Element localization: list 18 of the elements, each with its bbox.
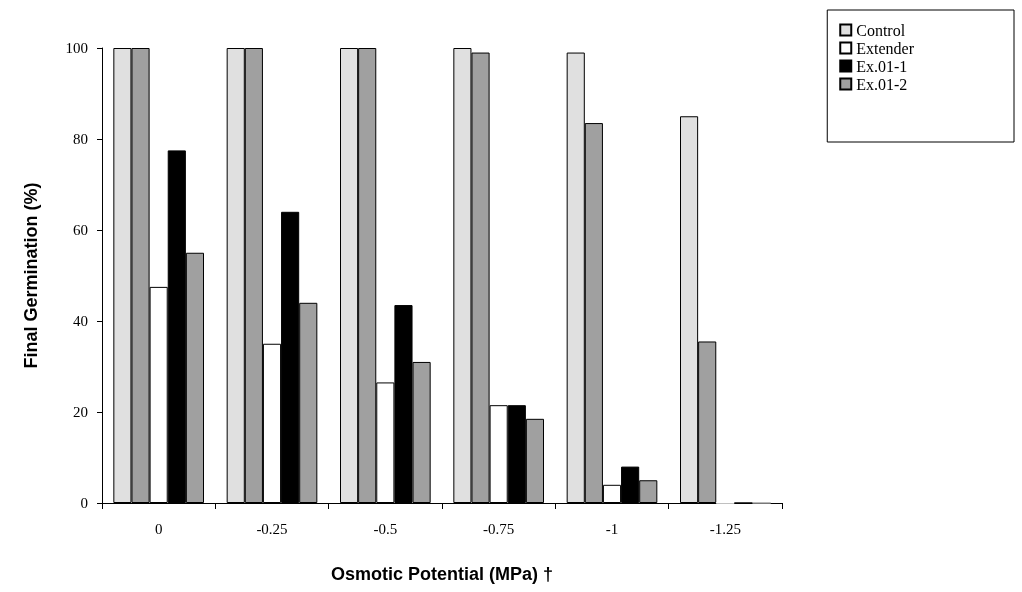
x-tick-label: -0.5 <box>373 520 398 537</box>
legend-label: Ex.01-2 <box>856 75 908 93</box>
x-tick-label: -0.25 <box>256 520 288 537</box>
x-tick-label: -1.25 <box>709 520 741 537</box>
y-tick-label: 20 <box>73 404 88 420</box>
x-tick-label: -1 <box>605 520 619 537</box>
y-axis-title: Final Germination (%) <box>21 182 41 369</box>
legend-label: Control <box>856 21 906 39</box>
y-tick-label: 60 <box>73 222 88 238</box>
legend-label: Ex.01-1 <box>856 57 908 75</box>
x-tick-label: -0.75 <box>483 520 515 537</box>
legend-label: Extender <box>856 39 915 57</box>
y-tick-label: 100 <box>65 40 88 56</box>
y-tick-label: 80 <box>73 131 88 147</box>
y-tick-label: 0 <box>80 495 88 511</box>
y-tick-label: 40 <box>73 313 88 329</box>
x-tick-label: 0 <box>154 520 163 537</box>
x-axis-title: Osmotic Potential (MPa) † <box>330 564 554 584</box>
